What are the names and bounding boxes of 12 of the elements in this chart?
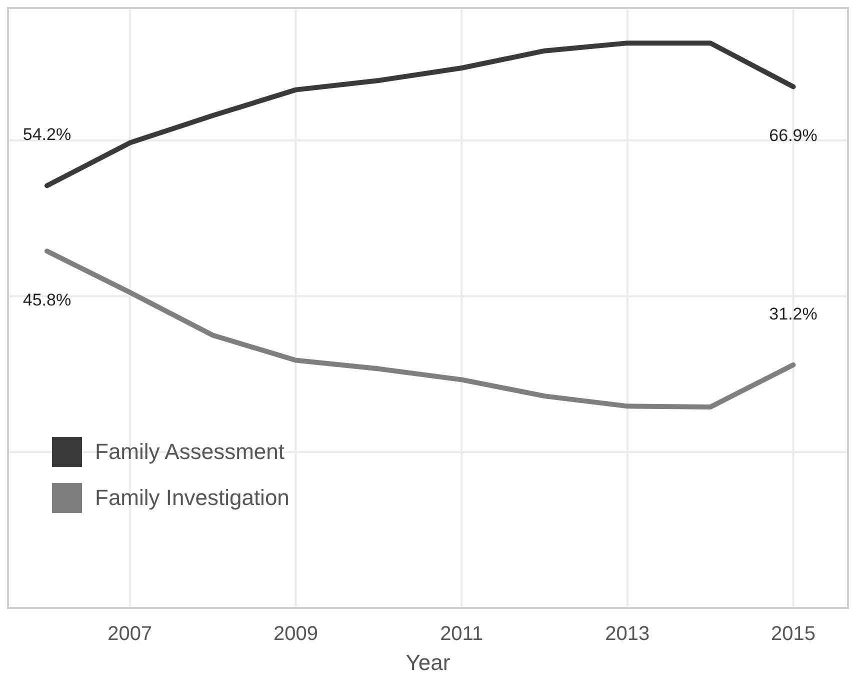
x-tick-label: 2007 — [108, 623, 152, 645]
x-tick-label: 2009 — [273, 623, 318, 645]
data-label: 31.2% — [769, 304, 818, 324]
data-label: 54.2% — [22, 125, 72, 144]
x-tick-label: 2015 — [771, 623, 816, 645]
x-tick-label: 2011 — [440, 623, 484, 645]
legend-label: Family Assessment — [95, 438, 284, 464]
data-label: 45.8% — [22, 290, 72, 310]
x-axis-title: Year — [406, 650, 450, 675]
data-label: 66.9% — [769, 126, 818, 146]
legend-label: Family Investigation — [95, 484, 290, 510]
x-tick-label: 2013 — [605, 623, 650, 645]
